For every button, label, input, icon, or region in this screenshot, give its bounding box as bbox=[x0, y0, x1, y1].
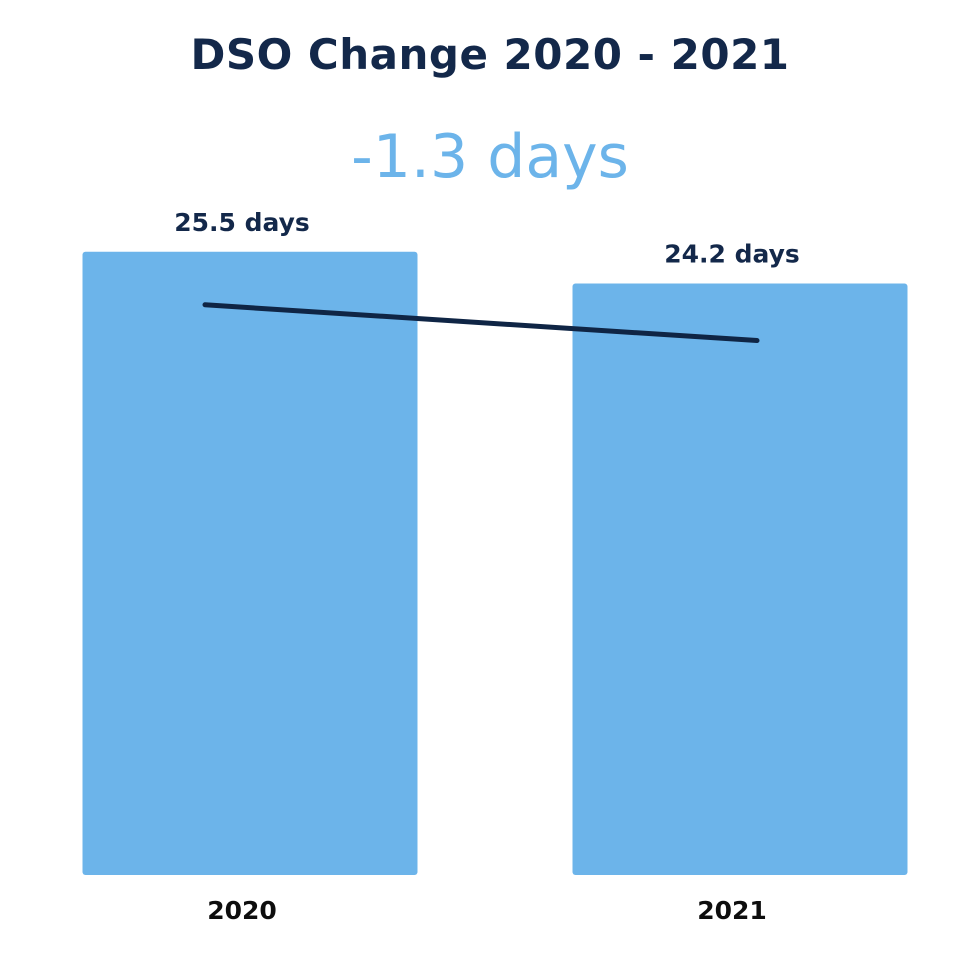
data-label-2020: 25.5 days bbox=[174, 208, 310, 237]
x-tick-2021: 2021 bbox=[697, 896, 767, 925]
chart-title: DSO Change 2020 - 2021 bbox=[190, 30, 790, 79]
bar-2020 bbox=[82, 251, 418, 875]
chart-subtitle-change: -1.3 days bbox=[351, 122, 629, 192]
trend-line bbox=[202, 302, 760, 344]
x-tick-2020: 2020 bbox=[207, 896, 277, 925]
data-label-2021: 24.2 days bbox=[664, 240, 800, 269]
bar-2021 bbox=[572, 283, 908, 875]
